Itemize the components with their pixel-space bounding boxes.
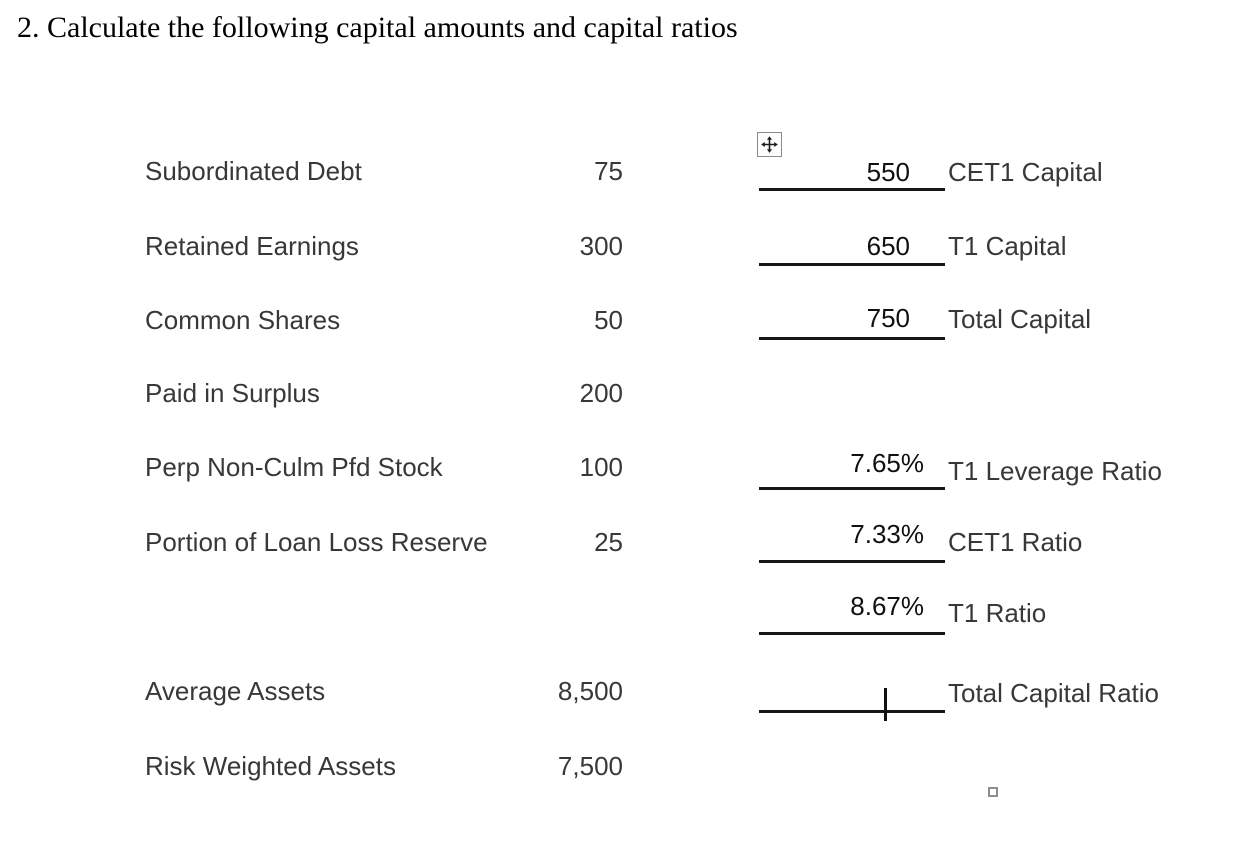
input-row-label: Average Assets (145, 676, 326, 706)
input-row-value: 300 (579, 231, 623, 261)
answer-label: T1 Capital (948, 231, 1067, 261)
input-row-value: 100 (579, 452, 623, 482)
answer-blank-line[interactable] (759, 632, 945, 635)
input-row-label: Common Shares (145, 305, 341, 335)
move-handle[interactable] (757, 132, 782, 157)
answer-blank-line[interactable] (759, 710, 945, 713)
input-row-label: Retained Earnings (145, 231, 359, 261)
input-row-label: Risk Weighted Assets (145, 751, 396, 781)
answer-value[interactable]: 7.33% (850, 519, 924, 549)
answer-blank-line[interactable] (759, 337, 945, 340)
answer-value[interactable]: 650 (866, 231, 910, 261)
text-cursor (884, 688, 887, 721)
answer-value[interactable]: 550 (866, 157, 910, 187)
answer-label: T1 Ratio (948, 598, 1047, 628)
answer-label: Total Capital Ratio (948, 678, 1159, 708)
question-title: 2. Calculate the following capital amoun… (17, 11, 738, 44)
answer-value[interactable]: 750 (866, 303, 910, 333)
input-row-label: Perp Non-Culm Pfd Stock (145, 452, 443, 482)
answer-blank-line[interactable] (759, 263, 945, 266)
answer-blank-line[interactable] (759, 560, 945, 563)
answer-blank-line[interactable] (759, 188, 945, 191)
input-row-value: 200 (579, 378, 623, 408)
input-row-value: 50 (594, 305, 623, 335)
move-arrows-icon (760, 135, 779, 154)
answer-blank-line[interactable] (759, 487, 945, 490)
answer-label: T1 Leverage Ratio (948, 456, 1162, 486)
small-square-handle[interactable] (988, 787, 998, 797)
answer-value[interactable]: 7.65% (850, 448, 924, 478)
input-row-value: 7,500 (557, 751, 623, 781)
answer-label: CET1 Capital (948, 157, 1103, 187)
answer-label: CET1 Ratio (948, 527, 1083, 557)
input-row-value: 8,500 (557, 676, 623, 706)
input-row-value: 75 (594, 156, 623, 186)
input-row-value: 25 (594, 527, 623, 557)
input-row-label: Portion of Loan Loss Reserve (145, 527, 488, 557)
input-row-label: Paid in Surplus (145, 378, 320, 408)
answer-label: Total Capital (948, 304, 1092, 334)
answer-value[interactable]: 8.67% (850, 591, 924, 621)
input-row-label: Subordinated Debt (145, 156, 362, 186)
